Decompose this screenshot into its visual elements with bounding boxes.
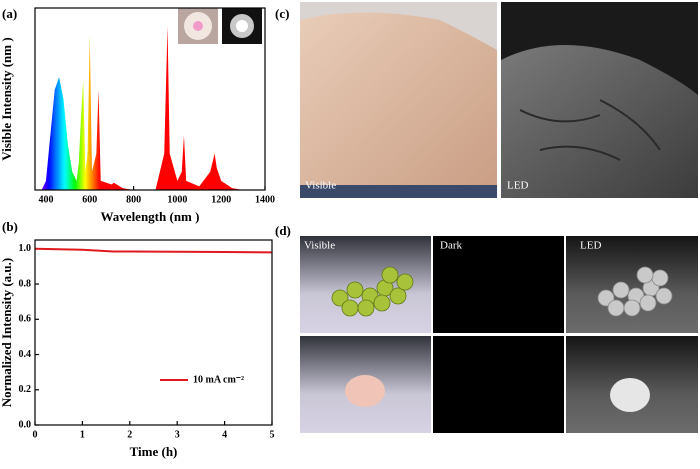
x-axis-title: Time (h) bbox=[130, 444, 178, 459]
panel-label: (a) bbox=[2, 6, 17, 21]
grapes bbox=[331, 266, 414, 317]
grapes-ir bbox=[597, 266, 673, 317]
caption: LED bbox=[580, 240, 601, 252]
y-tick-label: 0.4 bbox=[19, 349, 32, 360]
x-tick-label: 2 bbox=[127, 429, 132, 440]
caption: Dark bbox=[440, 240, 462, 252]
x-tick-label: 3 bbox=[175, 429, 180, 440]
plot-frame bbox=[34, 239, 273, 426]
x-tick-label: 600 bbox=[82, 194, 97, 205]
panel-label: (c) bbox=[275, 6, 289, 21]
egg bbox=[345, 375, 385, 407]
photo-grapes-dark bbox=[433, 236, 564, 333]
veins bbox=[519, 99, 661, 161]
photo-grapes-led bbox=[566, 236, 698, 333]
y-tick-label: 0.6 bbox=[19, 314, 32, 325]
egg-ir bbox=[610, 378, 650, 412]
x-tick-label: 1 bbox=[80, 429, 85, 440]
panel-label: (d) bbox=[275, 223, 291, 238]
inset-glow-core bbox=[236, 20, 248, 32]
panel-label: (b) bbox=[2, 219, 18, 234]
y-axis-title: Visible Intensity (nm ) bbox=[0, 37, 14, 160]
x-tick-label: 400 bbox=[38, 194, 53, 205]
x-tick-label: 1400 bbox=[255, 194, 275, 205]
hand-ir bbox=[501, 45, 698, 198]
x-tick-label: 1000 bbox=[167, 194, 187, 205]
caption: Visible bbox=[305, 180, 336, 192]
x-tick-label: 0 bbox=[33, 429, 38, 440]
hand bbox=[300, 12, 497, 198]
series-line bbox=[34, 247, 273, 254]
y-axis-title: Normalized Intensity (a.u.) bbox=[0, 258, 14, 408]
y-tick-label: 0.8 bbox=[19, 278, 32, 289]
y-tick-label: 0.2 bbox=[19, 384, 32, 395]
caption: Visible bbox=[304, 240, 335, 252]
y-tick-label: 0.0 bbox=[19, 419, 32, 430]
x-tick-label: 800 bbox=[126, 194, 141, 205]
inset-chip bbox=[193, 21, 203, 31]
x-axis-title: Wavelength (nm ) bbox=[101, 209, 200, 224]
x-tick-label: 4 bbox=[222, 429, 227, 440]
y-tick-label: 1.0 bbox=[19, 243, 32, 254]
x-tick-label: 1200 bbox=[211, 194, 231, 205]
plot-frame bbox=[34, 7, 266, 191]
cloth bbox=[300, 185, 497, 198]
legend-label: 10 mA cm⁻² bbox=[193, 374, 244, 385]
x-tick-label: 5 bbox=[270, 429, 275, 440]
photo-egg-dark bbox=[433, 336, 564, 433]
spectrum bbox=[41, 26, 266, 191]
caption: LED bbox=[507, 180, 528, 192]
